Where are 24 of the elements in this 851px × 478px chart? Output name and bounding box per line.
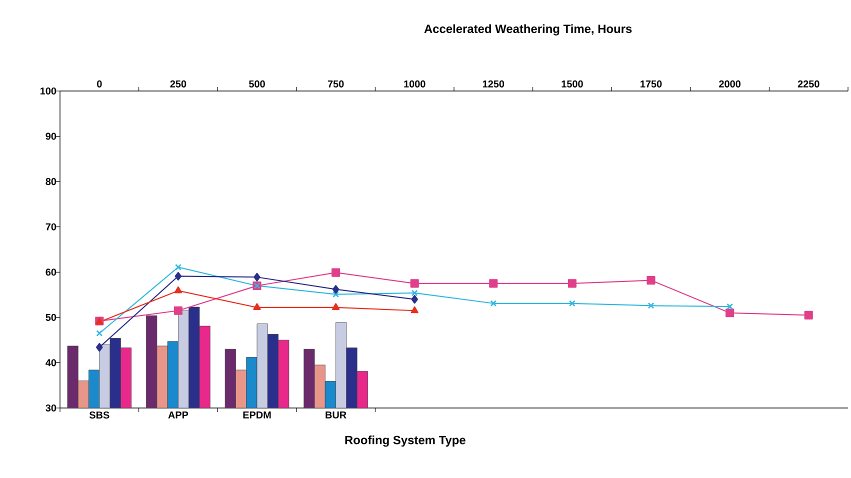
- x-tick-label: APP: [168, 412, 188, 418]
- x2-tick-label: 1000: [404, 80, 426, 88]
- x2-tick-label: 2000: [719, 80, 740, 88]
- x2-tick-label: 1250: [482, 80, 504, 88]
- x2-tick-label: 0: [97, 80, 102, 88]
- x-tick-label: BUR: [326, 412, 346, 418]
- y-tick-label: 30: [46, 404, 56, 412]
- y-tick-label: 70: [46, 223, 56, 230]
- y-tick-label: 60: [46, 268, 56, 276]
- y-tick-label: 100: [40, 87, 56, 95]
- y-tick-label: 80: [46, 178, 56, 186]
- x2-axis-title: Accelerated Weathering Time, Hours: [424, 24, 632, 36]
- x-axis-title: Roofing System Type: [345, 436, 466, 447]
- x2-tick-label: 1500: [562, 80, 583, 88]
- x-tick-label: SBS: [89, 412, 110, 419]
- x2-tick-label: 750: [328, 80, 344, 88]
- x-tick-label: EPDM: [243, 412, 271, 418]
- y-tick-label: 40: [46, 359, 56, 366]
- x2-tick-label: 2250: [798, 80, 820, 88]
- y-tick-label: 90: [46, 132, 56, 140]
- x2-tick-label: 500: [249, 80, 265, 88]
- x2-tick-label: 1750: [640, 80, 662, 88]
- x2-tick-label: 250: [170, 80, 186, 88]
- y-tick-label: 50: [46, 314, 56, 321]
